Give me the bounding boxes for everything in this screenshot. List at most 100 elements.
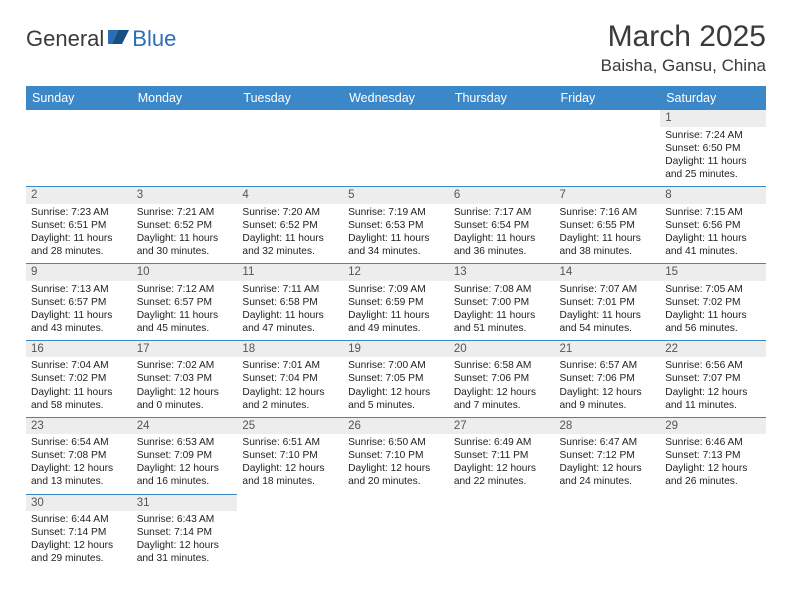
sunrise-text: Sunrise: 7:05 AM <box>665 283 761 296</box>
sunset-text: Sunset: 7:02 PM <box>665 296 761 309</box>
calendar-cell: 21Sunrise: 6:57 AMSunset: 7:06 PMDayligh… <box>555 340 661 417</box>
day-number: 25 <box>237 418 343 435</box>
calendar-cell: 14Sunrise: 7:07 AMSunset: 7:01 PMDayligh… <box>555 263 661 340</box>
sunset-text: Sunset: 6:51 PM <box>31 219 127 232</box>
day-number: 31 <box>132 495 238 512</box>
day-number: 30 <box>26 495 132 512</box>
calendar-cell: 20Sunrise: 6:58 AMSunset: 7:06 PMDayligh… <box>449 340 555 417</box>
daylight-text: and 16 minutes. <box>137 475 233 488</box>
sunset-text: Sunset: 7:08 PM <box>31 449 127 462</box>
daylight-text: Daylight: 12 hours <box>454 386 550 399</box>
calendar-grid: Sunday Monday Tuesday Wednesday Thursday… <box>26 86 766 570</box>
daylight-text: Daylight: 12 hours <box>348 386 444 399</box>
daylight-text: and 58 minutes. <box>31 399 127 412</box>
sunset-text: Sunset: 6:52 PM <box>242 219 338 232</box>
day-number: 2 <box>26 187 132 204</box>
daylight-text: and 38 minutes. <box>560 245 656 258</box>
daylight-text: and 25 minutes. <box>665 168 761 181</box>
daylight-text: Daylight: 11 hours <box>560 232 656 245</box>
weekday-header: Sunday <box>26 86 132 110</box>
daylight-text: and 5 minutes. <box>348 399 444 412</box>
daylight-text: and 18 minutes. <box>242 475 338 488</box>
day-number: 15 <box>660 264 766 281</box>
weekday-header-row: Sunday Monday Tuesday Wednesday Thursday… <box>26 86 766 110</box>
sunrise-text: Sunrise: 7:20 AM <box>242 206 338 219</box>
daylight-text: Daylight: 12 hours <box>560 386 656 399</box>
daylight-text: and 41 minutes. <box>665 245 761 258</box>
calendar-cell <box>555 110 661 186</box>
daylight-text: and 30 minutes. <box>137 245 233 258</box>
sunset-text: Sunset: 7:02 PM <box>31 372 127 385</box>
sunset-text: Sunset: 7:05 PM <box>348 372 444 385</box>
calendar-cell <box>237 110 343 186</box>
sunset-text: Sunset: 6:53 PM <box>348 219 444 232</box>
title-block: March 2025 Baisha, Gansu, China <box>601 20 766 76</box>
daylight-text: and 34 minutes. <box>348 245 444 258</box>
calendar-cell <box>26 110 132 186</box>
daylight-text: and 9 minutes. <box>560 399 656 412</box>
calendar-row: 2Sunrise: 7:23 AMSunset: 6:51 PMDaylight… <box>26 186 766 263</box>
daylight-text: Daylight: 11 hours <box>137 309 233 322</box>
calendar-cell <box>660 494 766 570</box>
calendar-cell: 5Sunrise: 7:19 AMSunset: 6:53 PMDaylight… <box>343 186 449 263</box>
header: General Blue March 2025 Baisha, Gansu, C… <box>26 20 766 76</box>
day-number: 22 <box>660 341 766 358</box>
calendar-row: 9Sunrise: 7:13 AMSunset: 6:57 PMDaylight… <box>26 263 766 340</box>
day-number: 13 <box>449 264 555 281</box>
daylight-text: and 2 minutes. <box>242 399 338 412</box>
sunset-text: Sunset: 6:55 PM <box>560 219 656 232</box>
sunrise-text: Sunrise: 6:50 AM <box>348 436 444 449</box>
daylight-text: Daylight: 11 hours <box>242 232 338 245</box>
calendar-cell <box>449 110 555 186</box>
daylight-text: and 31 minutes. <box>137 552 233 565</box>
daylight-text: Daylight: 12 hours <box>137 462 233 475</box>
day-number: 24 <box>132 418 238 435</box>
daylight-text: Daylight: 12 hours <box>242 386 338 399</box>
day-number: 19 <box>343 341 449 358</box>
calendar-cell: 16Sunrise: 7:04 AMSunset: 7:02 PMDayligh… <box>26 340 132 417</box>
daylight-text: and 32 minutes. <box>242 245 338 258</box>
location: Baisha, Gansu, China <box>601 56 766 76</box>
daylight-text: Daylight: 11 hours <box>454 232 550 245</box>
logo: General Blue <box>26 20 176 52</box>
day-number: 4 <box>237 187 343 204</box>
sunset-text: Sunset: 7:12 PM <box>560 449 656 462</box>
daylight-text: and 43 minutes. <box>31 322 127 335</box>
daylight-text: Daylight: 12 hours <box>665 386 761 399</box>
daylight-text: and 26 minutes. <box>665 475 761 488</box>
daylight-text: Daylight: 11 hours <box>31 386 127 399</box>
daylight-text: and 11 minutes. <box>665 399 761 412</box>
calendar-cell <box>343 494 449 570</box>
daylight-text: and 49 minutes. <box>348 322 444 335</box>
daylight-text: Daylight: 11 hours <box>348 232 444 245</box>
calendar-cell: 15Sunrise: 7:05 AMSunset: 7:02 PMDayligh… <box>660 263 766 340</box>
sunrise-text: Sunrise: 6:47 AM <box>560 436 656 449</box>
day-number: 1 <box>660 110 766 127</box>
daylight-text: Daylight: 11 hours <box>31 309 127 322</box>
calendar-cell: 13Sunrise: 7:08 AMSunset: 7:00 PMDayligh… <box>449 263 555 340</box>
weekday-header: Tuesday <box>237 86 343 110</box>
daylight-text: and 13 minutes. <box>31 475 127 488</box>
sunset-text: Sunset: 6:52 PM <box>137 219 233 232</box>
daylight-text: Daylight: 12 hours <box>242 462 338 475</box>
sunset-text: Sunset: 7:04 PM <box>242 372 338 385</box>
day-number: 27 <box>449 418 555 435</box>
weekday-header: Friday <box>555 86 661 110</box>
calendar-cell: 1Sunrise: 7:24 AMSunset: 6:50 PMDaylight… <box>660 110 766 186</box>
daylight-text: and 47 minutes. <box>242 322 338 335</box>
sunset-text: Sunset: 6:54 PM <box>454 219 550 232</box>
sunrise-text: Sunrise: 6:51 AM <box>242 436 338 449</box>
calendar-row: 23Sunrise: 6:54 AMSunset: 7:08 PMDayligh… <box>26 417 766 494</box>
daylight-text: and 45 minutes. <box>137 322 233 335</box>
calendar-cell: 3Sunrise: 7:21 AMSunset: 6:52 PMDaylight… <box>132 186 238 263</box>
calendar-cell <box>555 494 661 570</box>
calendar-cell: 22Sunrise: 6:56 AMSunset: 7:07 PMDayligh… <box>660 340 766 417</box>
daylight-text: Daylight: 12 hours <box>665 462 761 475</box>
calendar-cell: 25Sunrise: 6:51 AMSunset: 7:10 PMDayligh… <box>237 417 343 494</box>
day-number: 6 <box>449 187 555 204</box>
month-title: March 2025 <box>601 20 766 54</box>
calendar-cell: 29Sunrise: 6:46 AMSunset: 7:13 PMDayligh… <box>660 417 766 494</box>
daylight-text: and 36 minutes. <box>454 245 550 258</box>
calendar-cell: 30Sunrise: 6:44 AMSunset: 7:14 PMDayligh… <box>26 494 132 570</box>
day-number: 12 <box>343 264 449 281</box>
